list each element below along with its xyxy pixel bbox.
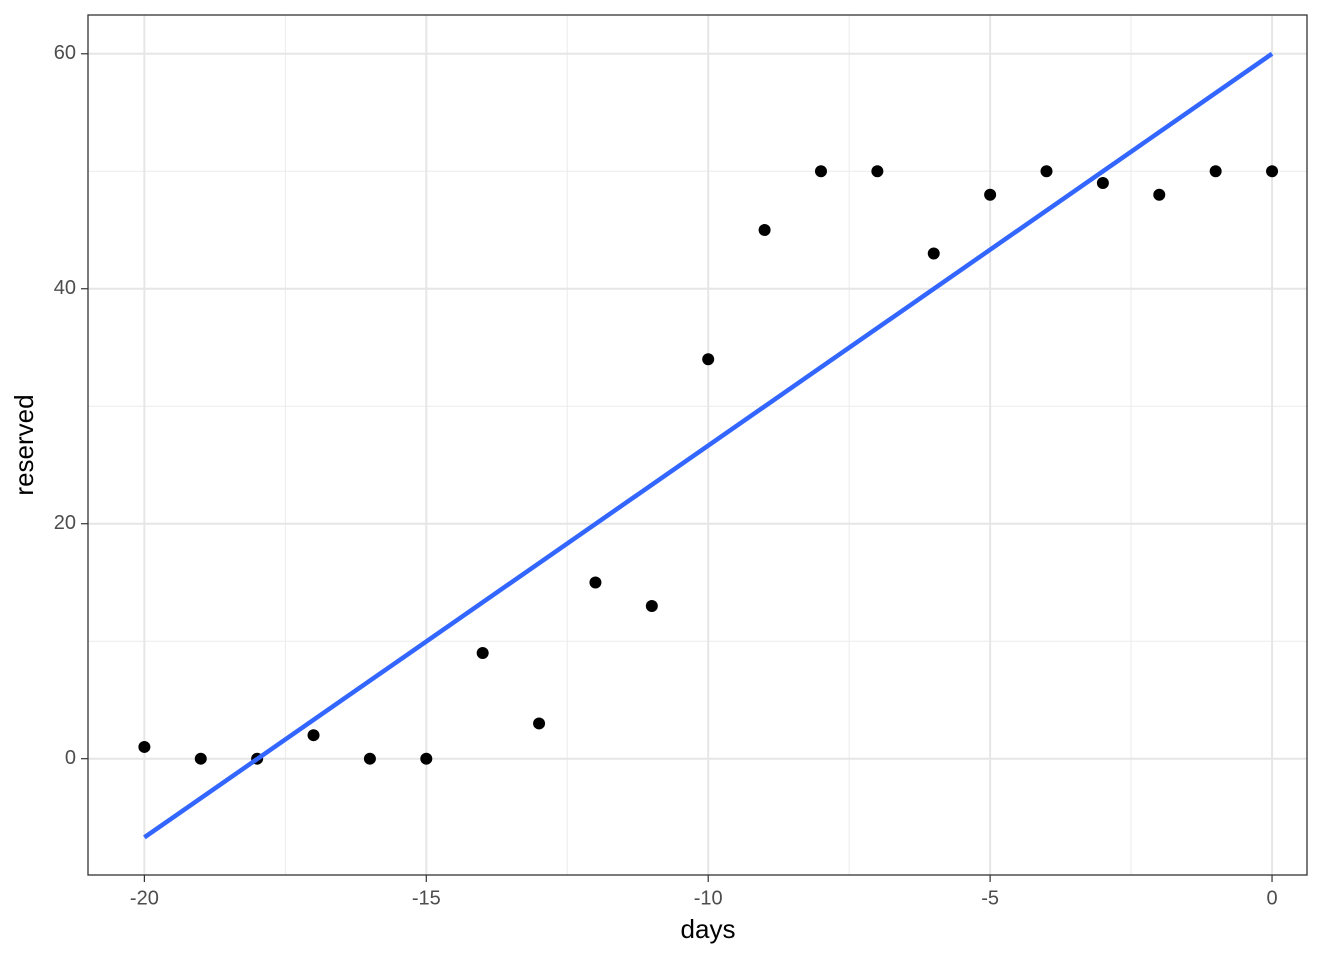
- point: [1096, 177, 1109, 190]
- point: [984, 188, 997, 201]
- y-tick-label: 0: [65, 747, 76, 769]
- point: [307, 729, 320, 742]
- point: [420, 752, 433, 765]
- point: [814, 165, 827, 178]
- point: [871, 165, 884, 178]
- point: [645, 599, 658, 612]
- x-axis-title: days: [681, 914, 736, 944]
- point: [702, 353, 715, 366]
- point: [138, 740, 151, 753]
- trend-line: [143, 51, 1274, 840]
- point: [927, 247, 940, 260]
- point: [758, 224, 771, 236]
- x-tick-label: -20: [130, 887, 159, 909]
- point: [1153, 188, 1166, 201]
- point: [1266, 165, 1279, 178]
- x-tick-label: -15: [412, 887, 441, 909]
- point: [533, 717, 546, 730]
- point: [1040, 165, 1053, 178]
- y-tick-label: 40: [54, 277, 76, 299]
- x-tick-label: -10: [694, 887, 723, 909]
- point: [194, 752, 207, 765]
- point: [1209, 165, 1222, 178]
- panel-border: [87, 14, 1308, 876]
- point: [589, 576, 602, 589]
- x-tick-label: -5: [981, 887, 999, 909]
- y-axis-title: reserved: [9, 394, 39, 495]
- point: [476, 646, 489, 659]
- point: [363, 752, 376, 765]
- y-tick-label: 20: [54, 512, 76, 534]
- y-tick-label: 60: [54, 42, 76, 64]
- x-tick-label: 0: [1266, 887, 1277, 909]
